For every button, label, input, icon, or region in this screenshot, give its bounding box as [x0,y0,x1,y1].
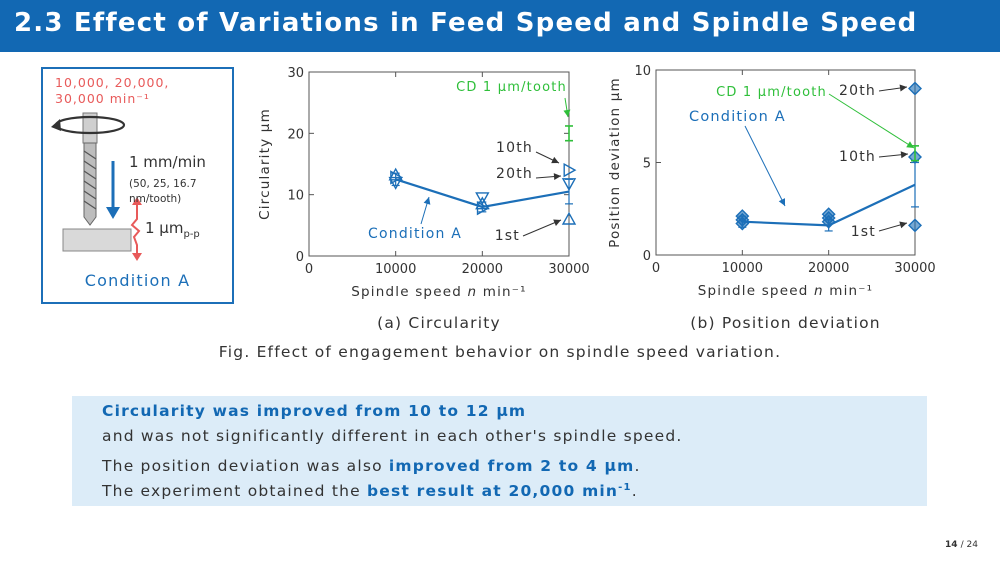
summary-line-3: The position deviation was also improved… [102,457,641,475]
y-tick-label: 20 [287,127,304,142]
x-axis-label: Spindle speed n min⁻¹ [351,284,527,300]
roughness-label: 1 μmp-p [145,219,200,240]
data-point-20th [735,209,750,224]
x-axis-label-text: Spindle speed [351,284,467,300]
x-tick-label: 0 [305,262,313,277]
summary-line-3-post: . [634,457,641,475]
circularity-plot: 0 10000 20000 30000 0 10 20 30 Spindle speed n m… [257,66,590,332]
summary-line-1: Circularity was improved from 10 to 12 μ… [102,402,526,420]
summary-line-4: The experiment obtained the best result … [102,482,638,500]
data-point-20th [388,176,403,190]
annotation-arrowhead [906,141,914,148]
y-tick-label: 5 [643,157,651,172]
summary-line-3-pre: The position deviation was also [102,457,389,475]
spindle-speeds-label: 10,000, 20,000, 30,000 min⁻¹ [55,75,170,106]
x-tick-label: 30000 [894,261,935,276]
summary-line-4-pre: The experiment obtained the [102,482,368,501]
y-tick-label: 10 [634,64,651,79]
annotation-arrowhead [900,151,908,159]
annotation-arrowhead [778,198,785,206]
summary-deviation-highlight: improved from 2 to 4 μm [388,457,635,475]
annotation-arrowhead [899,84,907,92]
position-deviation-chart: 0 10000 20000 30000 0 5 10 Spindle speed n min⁻… [605,60,945,335]
summary-best-result-text: best result at 20,000 min [367,482,619,501]
annotation-label: CD 1 μm/tooth [456,80,567,95]
data-point-1st [561,211,577,225]
annotation-arrow [744,125,786,207]
annotation-label: Condition A [689,109,786,125]
y-tick-label: 0 [643,249,651,264]
summary-line-4-post: . [631,482,638,501]
annotation-label: 20th [496,166,533,182]
x-axis-label-text: Spindle speed [698,283,814,299]
annotation-arrowhead [563,109,571,117]
annotation-label: CD 1 μm/tooth [716,85,827,100]
chart-caption: (a) Circularity [377,314,501,332]
annotation-arrowhead [899,221,907,229]
x-axis-label-variable: n [467,284,477,300]
feed-rate-label: 1 mm/min [129,153,206,171]
data-point-10th [563,162,577,178]
summary-line-2: and was not significantly different in e… [102,427,683,445]
annotation-arrow [828,93,915,149]
annotation-label: 1st [851,224,876,240]
data-point-1st [908,218,922,233]
annotation-label: 1st [495,228,520,244]
position-deviation-plot: 0 10000 20000 30000 0 5 10 Spindle speed n min⁻… [607,64,936,332]
figure-caption: Fig. Effect of engagement behavior on sp… [218,343,782,361]
data-point-20th [561,178,577,192]
y-tick-label: 30 [287,66,304,81]
annotation-arrowhead [423,197,431,205]
title-bar: 2.3 Effect of Variations in Feed Speed a… [0,0,1000,52]
data-point-20th [475,192,490,206]
data-point-20th [908,81,922,96]
page-current: 14 [944,540,958,550]
slide-title: 2.3 Effect of Variations in Feed Speed a… [14,8,918,38]
x-tick-label: 20000 [808,261,849,276]
condition-a-panel: 10,000, 20,000, 30,000 min⁻¹ 1 mm/min (5… [41,67,234,304]
roughness-value: 1 μm [145,219,184,237]
summary-best-result-highlight: best result at 20,000 min-1 [367,482,632,500]
annotation-arrowhead [553,219,561,226]
data-point-20th [821,207,836,222]
annotation-label: 10th [496,140,533,156]
condition-label: Condition A [84,271,191,290]
circularity-chart: 0 10000 20000 30000 0 10 20 30 Spindle speed n m… [255,60,595,335]
data-point-1st [388,167,403,181]
x-tick-label: 10000 [722,261,763,276]
data-point-10th [476,200,490,216]
x-axis-label-unit: min⁻¹ [477,284,527,300]
y-tick-label: 10 [287,189,304,204]
annotation-label: 20th [839,83,876,99]
roughness-subscript: p-p [183,229,200,240]
x-tick-label: 10000 [375,262,416,277]
page-total: / 24 [960,540,978,550]
chart-caption: (b) Position deviation [690,314,881,332]
end-mill-illustration [51,112,142,261]
annotation-label: Condition A [368,226,462,242]
x-tick-label: 0 [652,261,660,276]
x-tick-label: 30000 [548,262,589,277]
annotation-arrowhead [551,156,559,164]
x-axis-label: Spindle speed n min⁻¹ [698,283,874,299]
y-tick-label: 0 [296,250,304,265]
feed-per-tooth-label: (50, 25, 16.7 nm/tooth) [129,178,197,205]
y-axis-label: Circularity μm [257,108,273,220]
summary-best-result-sup: -1 [618,482,632,493]
x-axis-label-variable: n [814,283,824,299]
y-axis-label: Position deviation μm [607,77,623,248]
summary-box: Circularity was improved from 10 to 12 μ… [72,396,927,506]
page-indicator: 14 / 24 [945,540,978,550]
x-axis-label-unit: min⁻¹ [824,283,874,299]
plot-frame [308,71,570,257]
summary-circularity-highlight: Circularity was improved from 10 to 12 μ… [102,402,527,420]
annotation-label: 10th [839,149,876,165]
annotation-arrowhead [553,173,561,181]
x-tick-label: 20000 [462,262,503,277]
